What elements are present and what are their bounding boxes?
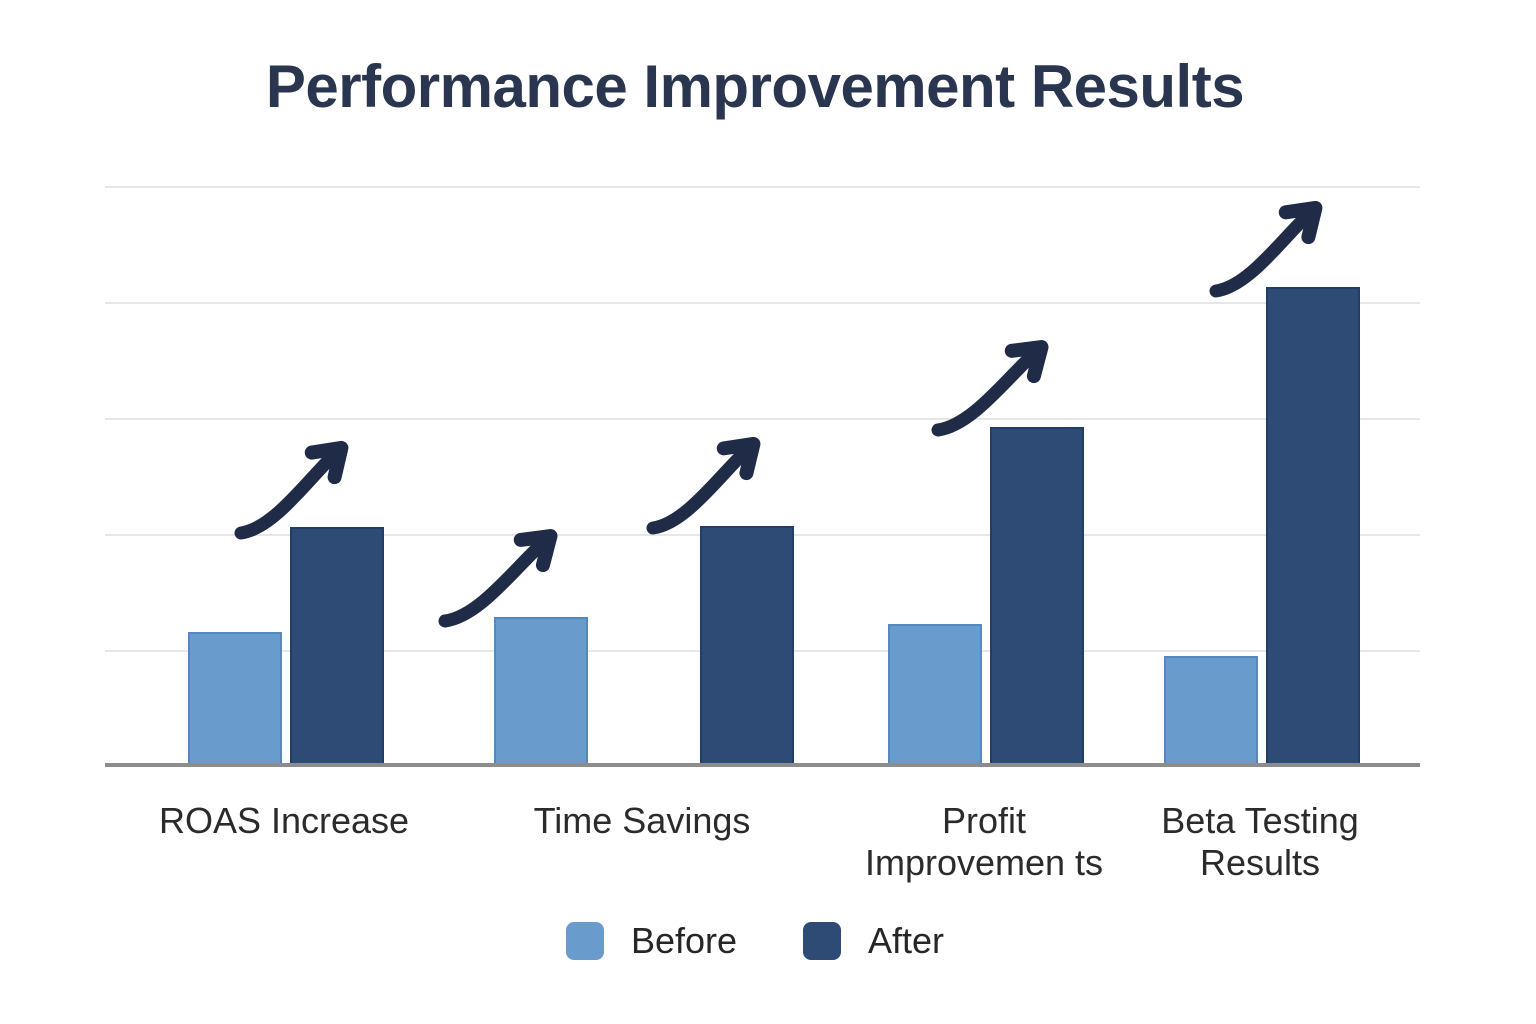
legend-label-before: Before [630,920,738,961]
x-axis-label-profit-improvemen-ts: Profit Improvemen ts [864,800,1104,884]
x-axis-label-roas-increase: ROAS Increase [158,800,410,841]
chart-title: Performance Improvement Results [265,53,1245,120]
gridline [105,302,1420,304]
plot-area [105,186,1420,767]
legend: Before After [0,920,1510,962]
bar-after-beta-testing-results [1266,287,1360,765]
x-axis-line [105,763,1420,767]
bar-before-profit-improvemen-ts [888,624,982,765]
bar-after-profit-improvemen-ts [990,427,1084,765]
legend-swatch-before [565,922,604,960]
bar-before-beta-testing-results [1164,656,1258,765]
legend-item-after: After [803,920,944,962]
gridline [105,418,1420,420]
x-axis-label-time-savings: Time Savings [533,800,751,841]
legend-label-after: After [868,920,945,961]
legend-item-before: Before [565,920,738,962]
bar-before-roas-increase [188,632,282,765]
x-axis-label-beta-testing-results: Beta Testing Results [1161,800,1359,884]
legend-swatch-after [803,922,842,960]
bar-before-time-savings [494,617,588,765]
gridline [105,186,1420,188]
bar-after-time-savings [700,526,794,765]
bar-after-roas-increase [290,527,384,765]
